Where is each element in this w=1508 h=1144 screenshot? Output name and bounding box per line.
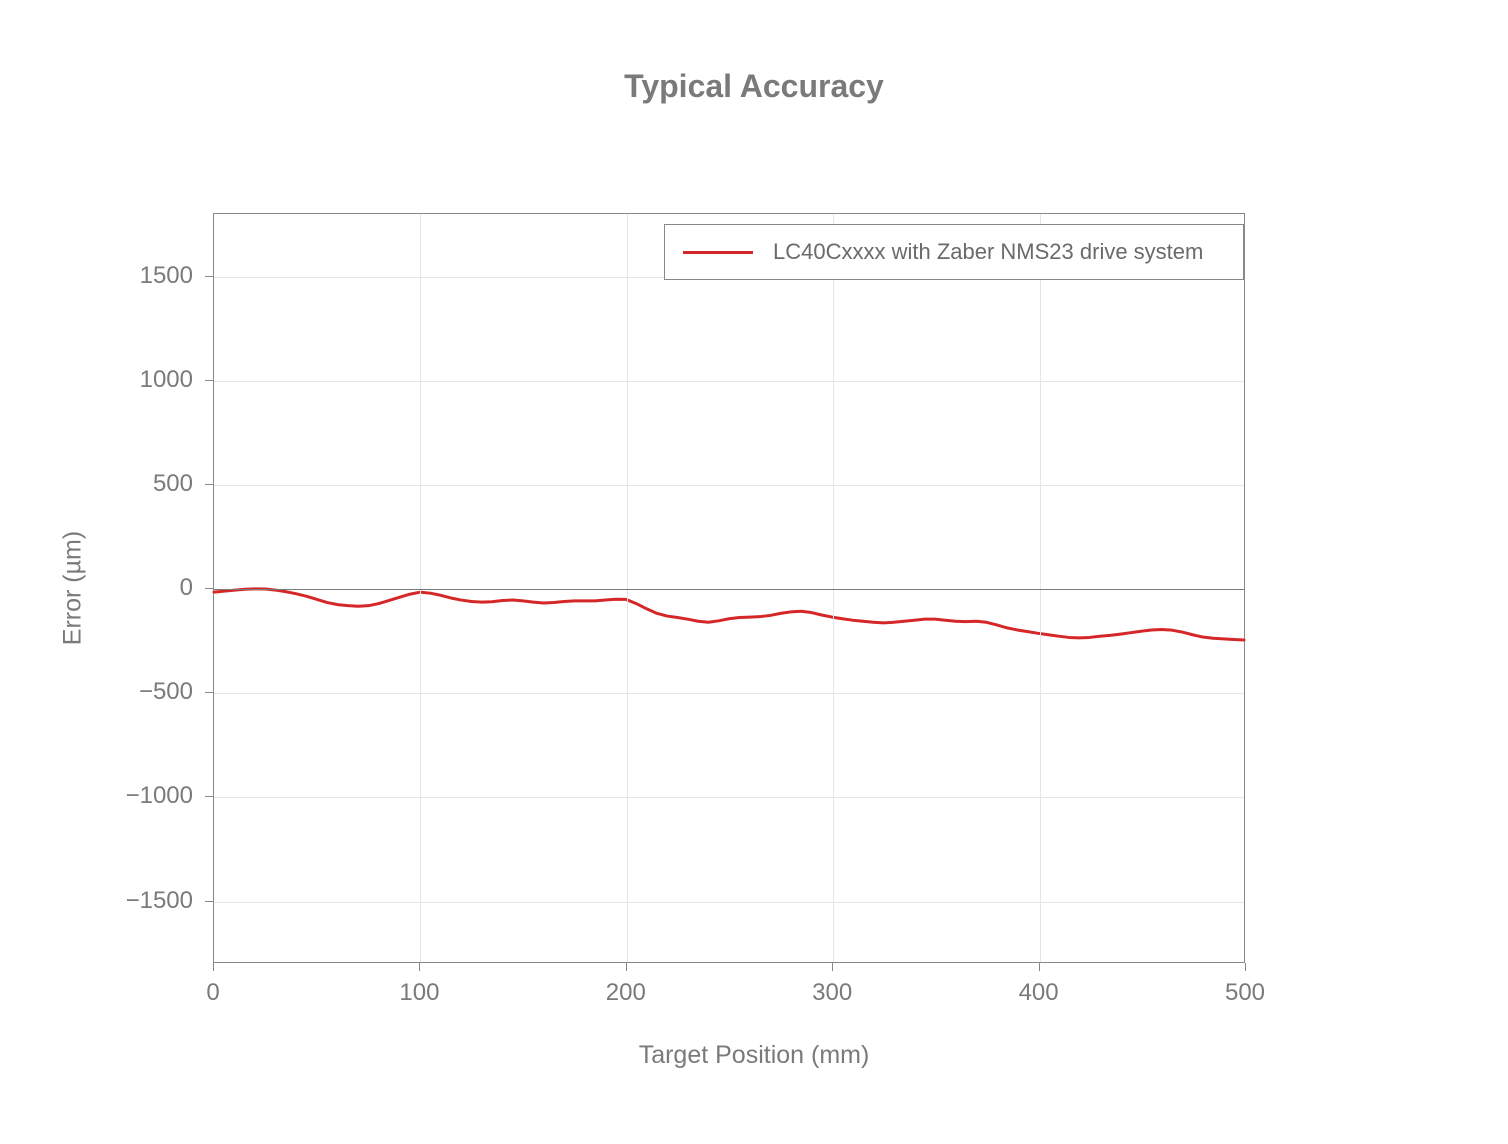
x-tick-mark xyxy=(1245,963,1246,971)
grid-line-horizontal xyxy=(214,693,1244,694)
x-tick-label: 0 xyxy=(206,979,219,1007)
y-tick-label: 500 xyxy=(123,470,193,498)
grid-line-horizontal xyxy=(214,485,1244,486)
series-line xyxy=(214,589,1244,640)
x-tick-label: 300 xyxy=(812,979,852,1007)
y-tick-label: −1000 xyxy=(123,782,193,810)
grid-line-vertical xyxy=(833,214,834,962)
grid-line-vertical xyxy=(1040,214,1041,962)
grid-line-vertical xyxy=(627,214,628,962)
plot-area: LC40Cxxxx with Zaber NMS23 drive system xyxy=(213,213,1245,963)
line-series-svg xyxy=(214,214,1244,962)
y-tick-mark xyxy=(205,380,213,381)
y-tick-label: 1000 xyxy=(123,366,193,394)
y-tick-mark xyxy=(205,901,213,902)
chart-title: Typical Accuracy xyxy=(0,68,1508,105)
x-axis-label: Target Position (mm) xyxy=(0,1041,1508,1070)
y-tick-label: 1500 xyxy=(123,262,193,290)
x-tick-mark xyxy=(626,963,627,971)
x-tick-mark xyxy=(213,963,214,971)
x-tick-label: 200 xyxy=(606,979,646,1007)
legend-line-swatch xyxy=(683,251,753,254)
legend-text: LC40Cxxxx with Zaber NMS23 drive system xyxy=(773,239,1203,265)
x-tick-mark xyxy=(419,963,420,971)
y-tick-mark xyxy=(205,692,213,693)
legend: LC40Cxxxx with Zaber NMS23 drive system xyxy=(664,224,1244,280)
y-tick-label: 0 xyxy=(123,574,193,602)
y-tick-label: −500 xyxy=(123,678,193,706)
grid-line-vertical xyxy=(420,214,421,962)
x-tick-mark xyxy=(832,963,833,971)
x-tick-label: 400 xyxy=(1019,979,1059,1007)
y-tick-mark xyxy=(205,796,213,797)
y-tick-label: −1500 xyxy=(123,887,193,915)
x-tick-mark xyxy=(1039,963,1040,971)
grid-line-horizontal xyxy=(214,381,1244,382)
chart-container: { "chart": { "type": "line", "title": "T… xyxy=(0,0,1508,1144)
x-tick-label: 100 xyxy=(399,979,439,1007)
y-tick-mark xyxy=(205,588,213,589)
zero-line xyxy=(214,589,1244,590)
y-tick-mark xyxy=(205,276,213,277)
grid-line-horizontal xyxy=(214,902,1244,903)
y-axis-label: Error (µm) xyxy=(59,531,88,645)
x-tick-label: 500 xyxy=(1225,979,1265,1007)
grid-line-horizontal xyxy=(214,797,1244,798)
y-tick-mark xyxy=(205,484,213,485)
